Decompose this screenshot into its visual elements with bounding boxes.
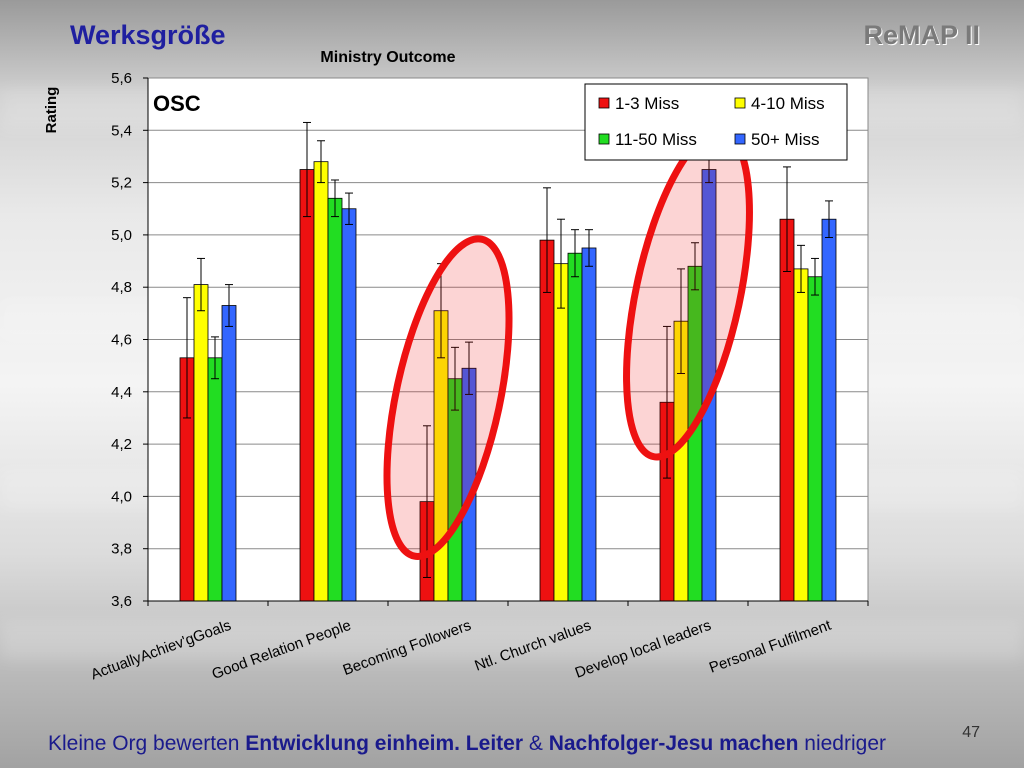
x-tick-label: Personal Fulfilment (707, 617, 834, 677)
bar (207, 357, 223, 602)
bar (779, 218, 795, 602)
bar (193, 284, 209, 602)
y-tick-label: 4,6 (111, 332, 132, 349)
legend-swatch (598, 133, 610, 145)
y-tick-label: 5,4 (111, 122, 132, 139)
y-tick-label: 5,6 (111, 70, 132, 87)
legend-swatch (734, 133, 746, 145)
caption-text: niedriger (798, 732, 886, 755)
y-tick-label: 3,6 (111, 593, 132, 610)
y-tick-label: 4,4 (111, 384, 132, 401)
x-tick-label: Becoming Followers (341, 617, 474, 679)
legend-box (584, 83, 848, 161)
legend-label: 1-3 Miss (615, 94, 679, 113)
y-tick-label: 3,8 (111, 541, 132, 558)
x-tick-label: Develop local leaders (573, 617, 714, 682)
bar (539, 239, 555, 602)
legend-label: 50+ Miss (751, 130, 820, 149)
bar (821, 218, 837, 602)
legend: 1-3 Miss 4-10 Miss 11-50 Miss 50+ Miss (584, 83, 848, 161)
bar (567, 252, 583, 602)
bar (221, 305, 237, 602)
caption-text: Kleine Org bewerten (48, 732, 246, 755)
y-tick-label: 4,8 (111, 279, 132, 296)
y-tick-label: 4,2 (111, 436, 132, 453)
caption-emphasis: Nachfolger-Jesu machen (548, 732, 799, 755)
legend-swatch (734, 97, 746, 109)
brand-label: ReMAP II (863, 20, 980, 50)
x-tick-label: Good Relation People (210, 617, 354, 683)
legend-label: 4-10 Miss (751, 94, 825, 113)
bar (327, 197, 343, 602)
y-tick-label: 5,0 (111, 227, 132, 244)
y-axis-label: Rating (43, 87, 60, 134)
legend-label: 11-50 Miss (615, 130, 697, 149)
caption-emphasis: Entwicklung einheim. Leiter (245, 732, 523, 755)
bar (313, 161, 329, 602)
bar (299, 169, 315, 602)
bar (553, 263, 569, 602)
bar (807, 276, 823, 602)
caption-text: & (523, 732, 549, 755)
slide-caption: Kleine Org bewerten Entwicklung einheim.… (48, 732, 1018, 756)
y-tick-label: 4,0 (111, 488, 132, 505)
page-number: 47 (962, 724, 980, 741)
bar (581, 247, 597, 602)
bar (341, 208, 357, 602)
slide-title: Werksgröße (70, 20, 226, 50)
chart-title: Ministry Outcome (320, 49, 455, 66)
y-tick-label: 5,2 (111, 175, 132, 192)
bars (179, 121, 837, 602)
legend-swatch (598, 97, 610, 109)
highlight-ellipse (383, 235, 513, 560)
background-streak (0, 620, 1024, 660)
bar (793, 268, 809, 602)
chart-subtitle: OSC (153, 91, 201, 116)
